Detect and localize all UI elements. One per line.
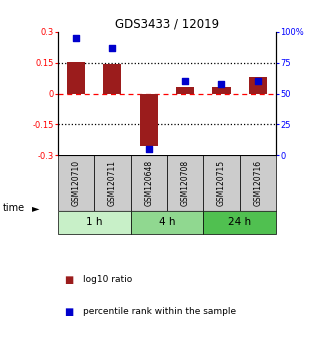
- Text: ►: ►: [32, 203, 39, 213]
- Text: 4 h: 4 h: [159, 217, 175, 227]
- Bar: [67, 62, 85, 93]
- Point: [146, 146, 151, 152]
- Text: ■: ■: [64, 275, 74, 285]
- Text: ■: ■: [64, 307, 74, 316]
- Bar: [213, 87, 230, 93]
- Bar: [58, 155, 94, 211]
- Bar: [140, 93, 158, 146]
- Text: GSM120715: GSM120715: [217, 160, 226, 206]
- Bar: [176, 87, 194, 93]
- Bar: [94, 155, 131, 211]
- Text: GSM120711: GSM120711: [108, 160, 117, 206]
- Bar: [240, 155, 276, 211]
- Title: GDS3433 / 12019: GDS3433 / 12019: [115, 18, 219, 31]
- Text: 24 h: 24 h: [228, 217, 251, 227]
- Point: [110, 45, 115, 51]
- Text: log10 ratio: log10 ratio: [83, 275, 133, 284]
- Text: GSM120648: GSM120648: [144, 160, 153, 206]
- Text: time: time: [3, 203, 25, 213]
- Text: GSM120708: GSM120708: [181, 160, 190, 206]
- Bar: [131, 155, 167, 211]
- Text: GSM120710: GSM120710: [72, 160, 81, 206]
- Text: percentile rank within the sample: percentile rank within the sample: [83, 307, 237, 316]
- Bar: [103, 64, 121, 93]
- Bar: [203, 211, 276, 234]
- Bar: [131, 211, 203, 234]
- Point: [255, 78, 260, 84]
- Text: 1 h: 1 h: [86, 217, 102, 227]
- Bar: [58, 211, 131, 234]
- Text: GSM120716: GSM120716: [253, 160, 262, 206]
- Point: [183, 78, 188, 84]
- Bar: [167, 155, 203, 211]
- Point: [219, 81, 224, 86]
- Bar: [249, 77, 267, 93]
- Bar: [203, 155, 240, 211]
- Point: [74, 35, 79, 41]
